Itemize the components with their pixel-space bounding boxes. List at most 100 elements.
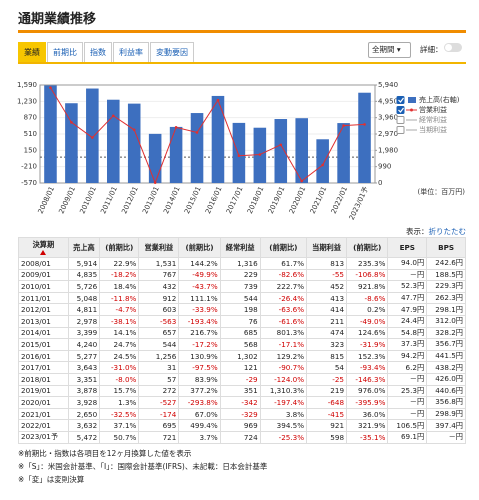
table-cell: 2014/01 — [18, 326, 69, 340]
tab[interactable]: 指数 — [84, 42, 112, 62]
table-cell: 5,914 — [67, 257, 101, 270]
period-select[interactable]: 全期間 ▾ — [368, 42, 411, 58]
table-cell: 298.1円 — [426, 303, 466, 316]
table-row: 2021/01 2,650 -32.5% -174 67.0% -329 3.8% -415 3… — [18, 407, 466, 421]
legend-checkbox[interactable] — [396, 96, 405, 104]
table-cell: -124.0% — [259, 372, 308, 386]
legend-checkbox[interactable] — [396, 116, 405, 124]
x-tick-label: 2012/01 — [120, 185, 140, 215]
bar — [295, 118, 308, 183]
table-cell: 14.1% — [99, 326, 140, 340]
table-cell: 31 — [138, 361, 180, 374]
table-cell: -38.1% — [99, 314, 140, 328]
table-cell: 24.7% — [99, 338, 140, 351]
y-tick-label: 870 — [24, 114, 37, 122]
table-cell: 5,048 — [67, 291, 101, 305]
tab[interactable]: 変動要因 — [150, 42, 194, 62]
y-tick-label: 510 — [24, 130, 37, 138]
y-tick-label: 1,590 — [17, 81, 37, 89]
unit-note: (単位：百万円) — [418, 187, 466, 196]
column-header[interactable]: (前期比) — [99, 237, 140, 258]
table-cell: -17.1% — [259, 338, 308, 351]
table-cell: 474 — [306, 326, 348, 340]
tab[interactable]: 利益率 — [113, 42, 149, 62]
legend-checkbox[interactable] — [396, 126, 405, 134]
table-cell: 685 — [219, 326, 261, 340]
legend-checkbox[interactable] — [396, 106, 405, 114]
table-cell: -8.0% — [99, 372, 140, 386]
footnotes: ※前期比・指数は各項目を12ヶ月換算した値を表示 ※「S」：米国会計基準、「I」：… — [18, 447, 267, 486]
y-tick-label: 150 — [24, 146, 37, 154]
column-header[interactable]: (前期比) — [178, 237, 221, 258]
x-tick-label: 2022/01 — [330, 185, 350, 215]
column-header[interactable]: 決算期 — [18, 237, 69, 258]
column-header-text: EPS — [399, 243, 415, 252]
line-point — [363, 123, 366, 126]
table-cell: 815 — [306, 349, 348, 363]
column-header[interactable]: 売上高 — [67, 237, 101, 258]
column-header[interactable]: EPS — [387, 237, 428, 258]
table-cell: -97.5% — [178, 361, 221, 374]
table-cell: 229 — [219, 268, 261, 282]
table-cell: 598 — [306, 430, 348, 444]
table-cell: -63.6% — [259, 303, 308, 316]
table-cell: 921.8% — [346, 280, 389, 293]
column-header[interactable]: 経常利益 — [219, 237, 261, 258]
tab[interactable]: 業績 — [18, 42, 46, 62]
table-cell: 124.6% — [346, 326, 389, 340]
x-tick-label: 2008/01 — [37, 185, 57, 215]
table-cell: 121 — [219, 361, 261, 374]
section-title: 通期業績推移 — [18, 12, 97, 27]
column-header[interactable]: 営業利益 — [138, 237, 180, 258]
table-cell: 219 — [306, 384, 348, 398]
table-cell: 298.9円 — [426, 407, 466, 421]
table-cell: -82.6% — [259, 268, 308, 282]
table-cell: 969 — [219, 419, 261, 432]
column-header[interactable]: (前期比) — [259, 237, 308, 258]
detail-toggle[interactable] — [444, 43, 462, 52]
table-cell: 976.0% — [346, 384, 389, 398]
table-cell: -61.6% — [259, 314, 308, 328]
column-header-text: 営業利益 — [144, 242, 174, 252]
column-header[interactable]: BPS — [426, 237, 466, 258]
table-cell: 0.2% — [346, 303, 389, 316]
table-cell: -563 — [138, 314, 180, 328]
line-point — [49, 86, 52, 89]
table-cell: 25.3円 — [387, 384, 428, 398]
x-tick-label: 2013/01 — [141, 185, 161, 215]
legend-label: 当期利益 — [419, 125, 447, 134]
table-cell: 211 — [306, 314, 348, 328]
bar — [190, 113, 204, 183]
footnote: ※「変」は変則決算 — [18, 475, 85, 484]
table-cell: 2008/01 — [18, 257, 69, 270]
tab[interactable]: 前期比 — [47, 42, 83, 62]
table-cell: 52.3円 — [387, 280, 428, 293]
table-cell: 1,531 — [138, 257, 180, 270]
table-cell: 2009/01 — [18, 268, 69, 282]
collapse-link[interactable]: 折りたたむ — [428, 227, 467, 236]
table-cell: -648 — [306, 396, 348, 409]
table-cell: 441.5円 — [426, 349, 466, 363]
column-header[interactable]: 当期利益 — [306, 237, 348, 258]
y2-tick-label: 3,960 — [378, 114, 398, 122]
table-cell: 24.4円 — [387, 314, 428, 328]
line-point — [216, 98, 220, 102]
column-header-text: 当期利益 — [312, 242, 341, 252]
table-cell: 4,240 — [67, 338, 101, 351]
table-cell: 272 — [138, 384, 180, 398]
line — [50, 87, 365, 185]
bar — [107, 99, 120, 183]
table-cell: 603 — [138, 303, 180, 316]
y-tick-label: 1,230 — [17, 97, 37, 105]
column-header[interactable]: (前期比) — [346, 237, 389, 258]
table-cell: －円 — [387, 372, 428, 386]
table-cell: 144.2% — [178, 257, 221, 270]
bar — [211, 95, 225, 183]
table-cell: -93.4% — [346, 361, 389, 374]
y2-tick-label: 1,980 — [378, 146, 398, 154]
table-row: 2022/01 3,632 37.1% 695 499.4% 969 394.5% 921 32… — [18, 419, 466, 432]
period-select-text[interactable]: 全期間 — [372, 45, 395, 54]
table-cell: -49.0% — [346, 314, 389, 328]
table-cell: 2023/01予 — [18, 430, 69, 444]
